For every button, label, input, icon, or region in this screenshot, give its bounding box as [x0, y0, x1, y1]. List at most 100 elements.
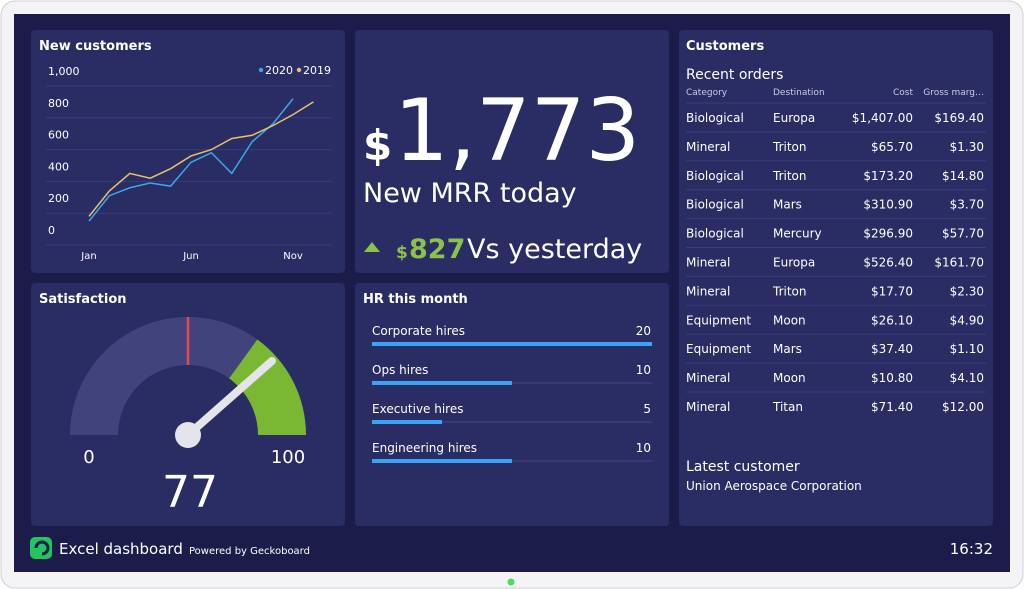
- panel-title: Customers: [686, 39, 764, 54]
- table-cell: $2.30: [950, 284, 984, 298]
- gauge-min: 0: [83, 447, 94, 468]
- delta-value: 827: [409, 234, 465, 265]
- panel: [355, 30, 669, 273]
- table-cell: $17.70: [871, 284, 913, 298]
- table-cell: $10.80: [871, 371, 913, 385]
- table-cell: Triton: [772, 169, 807, 183]
- y-tick-label: 1,000: [48, 65, 80, 78]
- table-cell: $37.40: [871, 342, 913, 356]
- table-cell: $161.70: [934, 256, 984, 270]
- table-cell: $57.70: [942, 227, 984, 241]
- line-series: [88, 101, 314, 217]
- panel: [679, 30, 993, 526]
- bar-value: 10: [636, 441, 651, 455]
- legend-label: 2019: [303, 64, 331, 77]
- table-cell: Europa: [773, 256, 815, 270]
- table-cell: $526.40: [863, 256, 913, 270]
- x-tick-label: Jun: [182, 251, 199, 262]
- bar: [372, 420, 442, 424]
- delta-label: Vs yesterday: [467, 234, 642, 265]
- bar: [372, 459, 512, 463]
- delta-currency: $: [396, 243, 408, 263]
- table-cell: Mineral: [686, 256, 730, 270]
- footer-powered: Powered by Geckoboard: [189, 546, 310, 557]
- table-cell: Europa: [773, 111, 815, 125]
- table-cell: Triton: [772, 284, 807, 298]
- gauge-hub: [175, 422, 201, 448]
- bar: [372, 342, 652, 346]
- table-header: Destination: [773, 88, 825, 98]
- table-cell: Titan: [772, 400, 803, 414]
- table-cell: Biological: [686, 111, 744, 125]
- y-tick-label: 600: [48, 129, 69, 142]
- bar-label: Executive hires: [372, 402, 463, 416]
- x-tick-label: Nov: [283, 251, 303, 262]
- table-cell: Mars: [773, 342, 802, 356]
- bar-label: Ops hires: [372, 363, 428, 377]
- table-cell: $1.10: [950, 342, 984, 356]
- table-cell: $1.30: [950, 140, 984, 154]
- y-tick-label: 0: [48, 224, 55, 237]
- x-tick-label: Jan: [80, 251, 96, 262]
- table-cell: Moon: [773, 313, 806, 327]
- section-title: Latest customer: [686, 459, 800, 475]
- table-cell: $14.80: [942, 169, 984, 183]
- y-tick-label: 800: [48, 97, 69, 110]
- gauge-max: 100: [271, 447, 305, 468]
- table-header: Cost: [893, 88, 913, 98]
- table-cell: Biological: [686, 198, 744, 212]
- table-cell: Mercury: [773, 227, 822, 241]
- table-cell: $71.40: [871, 400, 913, 414]
- table-cell: $296.90: [863, 227, 913, 241]
- mrr-currency: $: [363, 121, 392, 170]
- table-cell: Equipment: [686, 342, 751, 356]
- table-cell: $1,407.00: [852, 111, 913, 125]
- panel-title: New customers: [39, 39, 152, 54]
- up-arrow: [364, 242, 380, 252]
- bar-label: Engineering hires: [372, 441, 477, 455]
- gauge-track: [70, 317, 306, 435]
- latest-customer: Union Aerospace Corporation: [686, 479, 862, 493]
- power-led: [507, 578, 515, 586]
- table-cell: $310.90: [863, 198, 913, 212]
- mrr-value: 1,773: [394, 81, 640, 181]
- gauge-needle: [184, 356, 277, 439]
- table-cell: Biological: [686, 169, 744, 183]
- table-cell: $173.20: [863, 169, 913, 183]
- bar: [372, 381, 512, 385]
- table-header: Gross marg…: [923, 88, 984, 98]
- legend-swatch: [296, 67, 302, 73]
- bar-value: 10: [636, 363, 651, 377]
- line-series: [88, 98, 294, 222]
- panel: [31, 30, 345, 273]
- y-tick-label: 200: [48, 192, 69, 205]
- logo-mark: [34, 540, 50, 556]
- y-tick-label: 400: [48, 160, 69, 173]
- clock: 16:32: [950, 540, 993, 558]
- table-cell: $3.70: [950, 198, 984, 212]
- section-title: Recent orders: [686, 67, 783, 83]
- table-cell: Mineral: [686, 140, 730, 154]
- table-header: Category: [686, 88, 728, 98]
- table-cell: Mineral: [686, 371, 730, 385]
- table-cell: Moon: [773, 371, 806, 385]
- table-cell: $4.10: [950, 371, 984, 385]
- table-cell: Mars: [773, 198, 802, 212]
- table-cell: Equipment: [686, 313, 751, 327]
- table-cell: $169.40: [934, 111, 984, 125]
- bar-value: 5: [643, 402, 651, 416]
- gauge-good-zone: [229, 339, 306, 435]
- table-cell: Triton: [772, 140, 807, 154]
- footer-title: Excel dashboard: [59, 540, 183, 558]
- panel-title: HR this month: [363, 292, 468, 307]
- table-cell: Mineral: [686, 284, 730, 298]
- table-cell: Biological: [686, 227, 744, 241]
- table-cell: Mineral: [686, 400, 730, 414]
- bar-value: 20: [636, 324, 651, 338]
- gauge-value: 77: [162, 467, 218, 518]
- table-cell: $4.90: [950, 313, 984, 327]
- table-cell: $65.70: [871, 140, 913, 154]
- mrr-label: New MRR today: [363, 178, 577, 209]
- table-cell: $26.10: [871, 313, 913, 327]
